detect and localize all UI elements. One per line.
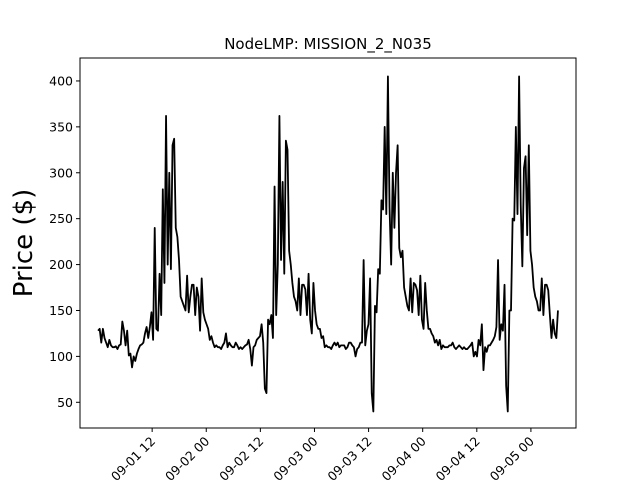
y-tick-label: 200 xyxy=(49,257,73,272)
x-tick-label: 09-05 00 xyxy=(487,433,537,480)
y-tick-label: 300 xyxy=(49,165,73,180)
y-tick-label: 150 xyxy=(49,303,73,318)
x-tick-label: 09-02 00 xyxy=(162,433,212,480)
y-tick-label: 350 xyxy=(49,119,73,134)
plot-frame xyxy=(79,57,577,429)
x-tick-label: 09-02 12 xyxy=(216,434,266,480)
x-tick-label: 09-03 12 xyxy=(324,434,374,480)
x-tick-label: 09-03 00 xyxy=(270,433,320,480)
y-tick-label: 50 xyxy=(57,395,73,410)
x-tick-label: 09-01 12 xyxy=(108,434,158,480)
x-tick-label: 09-04 12 xyxy=(433,434,483,480)
price-series-line xyxy=(97,75,559,413)
y-tick-label: 400 xyxy=(49,73,73,88)
series-layer xyxy=(97,75,559,413)
y-tick-label: 100 xyxy=(49,349,73,364)
chart-title: NodeLMP: MISSION_2_N035 xyxy=(224,35,432,54)
y-tick-label: 250 xyxy=(49,211,73,226)
x-tick-label: 09-04 00 xyxy=(378,433,428,480)
y-axis-label: Price ($) xyxy=(9,189,39,298)
